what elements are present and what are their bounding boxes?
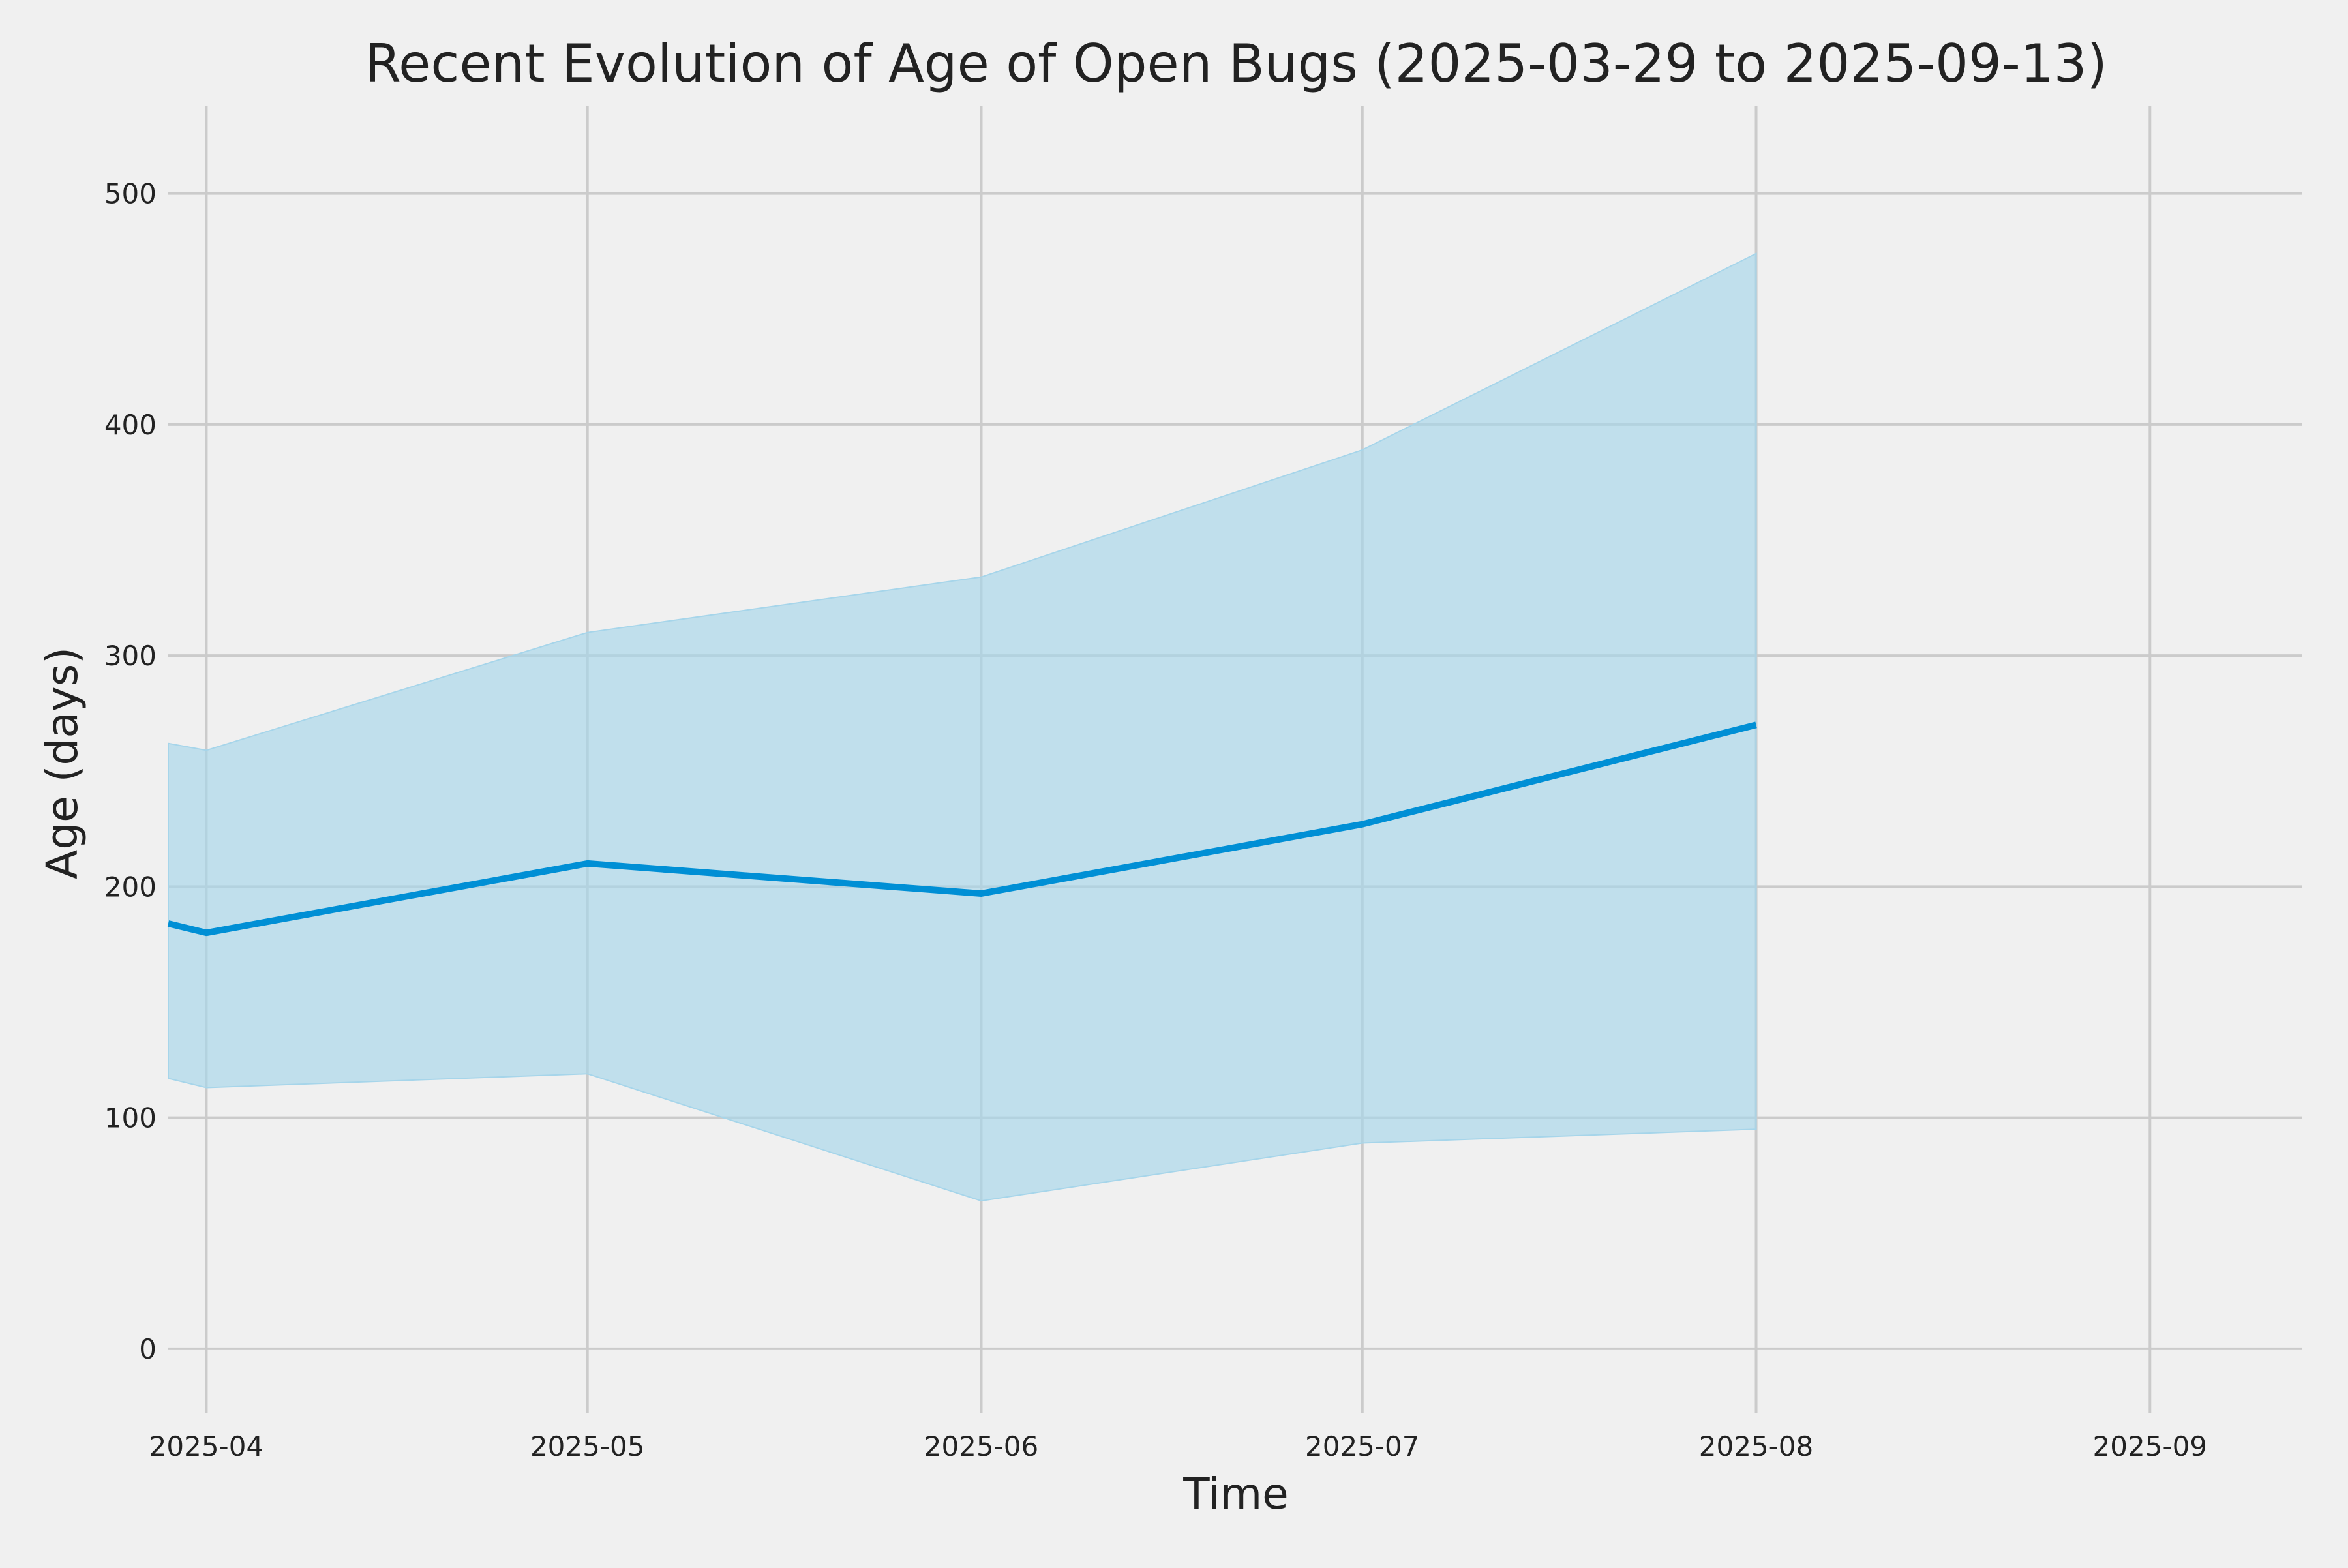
x-tick-label: 2025-09 <box>2093 1430 2208 1462</box>
chart-title: Recent Evolution of Age of Open Bugs (20… <box>365 33 2107 94</box>
data-point <box>587 863 588 864</box>
series-line <box>167 721 1757 937</box>
data-point <box>980 893 982 894</box>
tick-labels: 0 100 200 300 400 500 2025-04 2025-05 2025-06 202… <box>104 178 2207 1462</box>
y-axis-label: Age (days) <box>37 647 87 879</box>
median-age-line <box>167 721 1757 937</box>
x-tick-label: 2025-07 <box>1305 1430 1420 1462</box>
y-tick-label: 500 <box>104 178 157 210</box>
x-tick-label: 2025-04 <box>149 1430 264 1462</box>
x-tick-label: 2025-08 <box>1699 1430 1814 1462</box>
band-area <box>168 252 1757 1202</box>
y-tick-label: 300 <box>104 640 157 672</box>
y-tick-label: 100 <box>104 1102 157 1134</box>
confidence-band <box>168 252 1757 1202</box>
y-tick-label: 200 <box>104 871 157 903</box>
y-tick-label: 400 <box>104 409 157 441</box>
y-tick-label: 0 <box>139 1333 157 1365</box>
x-tick-label: 2025-06 <box>924 1430 1039 1462</box>
x-tick-label: 2025-05 <box>530 1430 645 1462</box>
x-axis-label: Time <box>1182 1469 1289 1519</box>
